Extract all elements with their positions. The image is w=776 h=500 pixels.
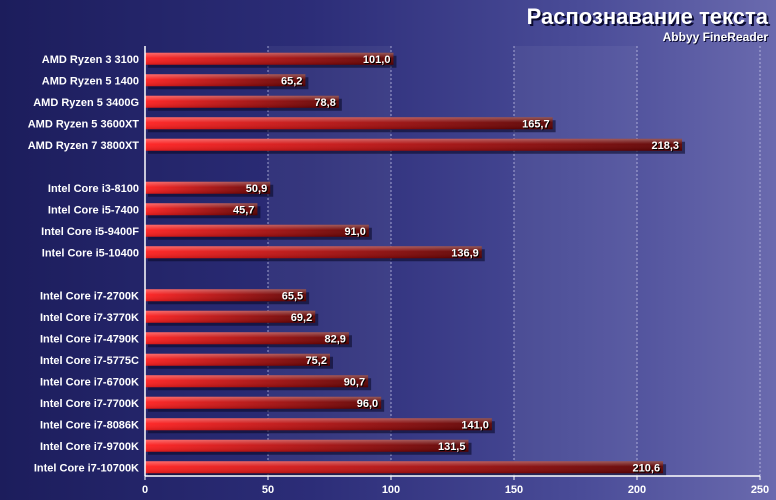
x-tick-label: 100 xyxy=(382,484,400,496)
value-label-shadow: 141,0 xyxy=(462,420,490,432)
category-label: Intel Core i7-2700K xyxy=(40,290,139,302)
value-label: 75,2 xyxy=(306,355,327,367)
value-label: 218,3 xyxy=(651,140,679,152)
category-label: Intel Core i7-10700K xyxy=(34,462,139,474)
value-label: 131,5 xyxy=(438,441,466,453)
value-label: 210,6 xyxy=(633,462,661,474)
x-tick-label: 0 xyxy=(142,484,148,496)
x-tick-label: 150 xyxy=(505,484,523,496)
value-label: 96,0 xyxy=(357,398,378,410)
value-label: 90,7 xyxy=(344,376,365,388)
category-label: Intel Core i7-8086K xyxy=(40,419,139,431)
bars-layer: 101,0101,065,265,278,878,8165,7165,7218,… xyxy=(145,52,686,477)
value-label-shadow: 50,9 xyxy=(247,184,268,196)
value-label-shadow: 65,2 xyxy=(282,76,303,88)
bar-gloss xyxy=(145,117,553,130)
category-label: AMD Ryzen 5 3600XT xyxy=(28,118,140,130)
bar-gloss xyxy=(145,52,394,65)
value-label-shadow: 165,7 xyxy=(523,119,551,131)
axis-layer: AMD Ryzen 3 3100 AMD Ryzen 5 1400 AMD Ryze… xyxy=(28,46,769,496)
bar-gloss xyxy=(145,224,369,237)
bar-gloss xyxy=(145,203,258,216)
x-tick-label: 200 xyxy=(628,484,646,496)
category-label: Intel Core i7-4790K xyxy=(40,333,139,345)
category-label: AMD Ryzen 5 1400 xyxy=(42,75,139,87)
category-label: Intel Core i7-7700K xyxy=(40,398,139,410)
bar-gloss xyxy=(145,138,683,151)
value-label-shadow: 78,8 xyxy=(315,98,336,110)
value-label-shadow: 82,9 xyxy=(326,334,347,346)
category-label: AMD Ryzen 5 3400G xyxy=(33,97,139,109)
category-label: Intel Core i5-10400 xyxy=(42,247,139,259)
value-label: 50,9 xyxy=(246,183,267,195)
bar-gloss xyxy=(145,181,271,194)
category-label: Intel Core i7-6700K xyxy=(40,376,139,388)
value-label-shadow: 210,6 xyxy=(634,463,662,475)
bar-gloss xyxy=(145,310,316,323)
value-label: 136,9 xyxy=(451,247,479,259)
category-label: Intel Core i3-8100 xyxy=(48,183,139,195)
bar-gloss xyxy=(145,461,664,474)
category-label: AMD Ryzen 7 3800XT xyxy=(28,140,140,152)
value-label-shadow: 90,7 xyxy=(345,377,366,389)
value-label-shadow: 75,2 xyxy=(307,356,328,368)
value-label-shadow: 65,5 xyxy=(283,291,304,303)
chart-subtitle: Abbyy FineReader xyxy=(662,30,768,44)
value-label: 141,0 xyxy=(461,419,489,431)
bar-gloss xyxy=(145,353,330,366)
value-label-shadow: 136,9 xyxy=(452,248,480,260)
value-label: 91,0 xyxy=(344,226,365,238)
x-tick-label: 50 xyxy=(262,484,274,496)
bar-gloss xyxy=(145,418,492,431)
bar-gloss xyxy=(145,332,349,345)
bar-gloss xyxy=(145,95,339,108)
category-label: Intel Core i7-3770K xyxy=(40,312,139,324)
value-label: 69,2 xyxy=(291,312,312,324)
value-label-shadow: 131,5 xyxy=(439,442,467,454)
value-label-shadow: 218,3 xyxy=(652,141,680,153)
value-label: 82,9 xyxy=(325,333,346,345)
bar-gloss xyxy=(145,74,306,87)
value-label: 45,7 xyxy=(233,204,254,216)
value-label-shadow: 96,0 xyxy=(358,399,379,411)
value-label: 65,2 xyxy=(281,75,302,87)
bar-gloss xyxy=(145,289,307,302)
value-label-shadow: 45,7 xyxy=(234,205,255,217)
value-label-shadow: 69,2 xyxy=(292,313,313,325)
category-label: Intel Core i7-5775C xyxy=(40,355,139,367)
x-tick-label: 250 xyxy=(751,484,769,496)
value-label: 78,8 xyxy=(314,97,335,109)
value-label-shadow: 91,0 xyxy=(345,227,366,239)
category-label: Intel Core i7-9700K xyxy=(40,441,139,453)
bar-gloss xyxy=(145,396,382,409)
grid-band xyxy=(514,46,637,476)
category-label: Intel Core i5-9400F xyxy=(41,226,139,238)
value-label: 165,7 xyxy=(522,118,550,130)
bar-gloss xyxy=(145,375,369,388)
category-label: Intel Core i5-7400 xyxy=(48,204,139,216)
value-label: 101,0 xyxy=(363,54,391,66)
value-label: 65,5 xyxy=(282,290,303,302)
chart-title: Распознавание текста xyxy=(526,4,768,29)
bar-gloss xyxy=(145,246,482,259)
category-label: AMD Ryzen 3 3100 xyxy=(42,54,139,66)
value-label-shadow: 101,0 xyxy=(364,55,392,67)
bar-gloss xyxy=(145,439,469,452)
